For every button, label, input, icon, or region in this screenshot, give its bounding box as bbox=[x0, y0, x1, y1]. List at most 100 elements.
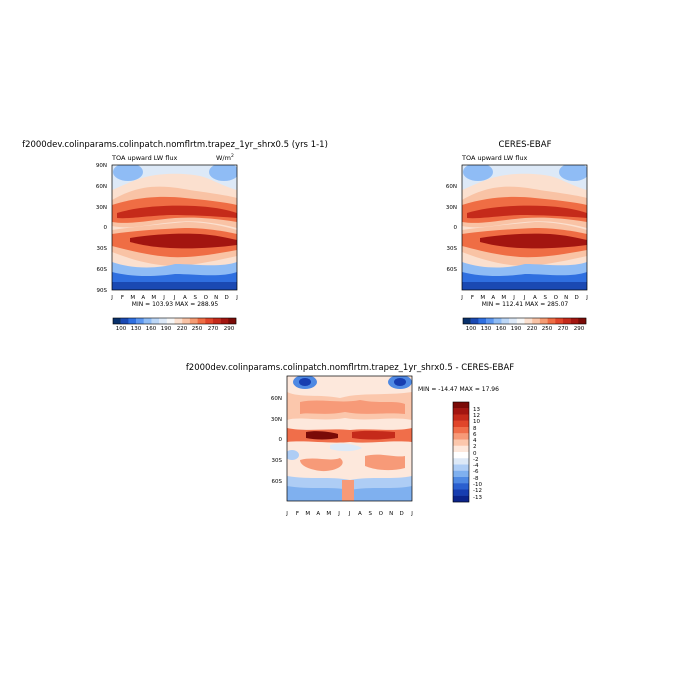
x-tick-label: A bbox=[183, 295, 187, 301]
colorbar-label: 0 bbox=[473, 451, 477, 457]
colorbar-label: -10 bbox=[473, 482, 482, 488]
x-tick-label: J bbox=[410, 511, 413, 517]
x-tick-label: O bbox=[379, 511, 384, 517]
colorbar-swatch bbox=[212, 318, 221, 324]
x-tick-label: F bbox=[121, 295, 124, 301]
colorbar-swatch bbox=[159, 318, 168, 324]
colorbar-swatch bbox=[174, 318, 183, 324]
colorbar-frame bbox=[452, 401, 470, 503]
colorbar-swatch bbox=[136, 318, 144, 324]
y-tick-label: 0 bbox=[279, 437, 283, 443]
x-tick-label: M bbox=[326, 511, 331, 517]
colorbar-swatch bbox=[493, 318, 502, 324]
colorbar-label: 13 bbox=[473, 407, 480, 413]
x-tick-label: A bbox=[358, 511, 362, 517]
colorbar-swatch bbox=[453, 458, 469, 465]
panel-diff-title: f2000dev.colinparams.colinpatch.nomflrtm… bbox=[186, 363, 514, 373]
diff-patch bbox=[300, 458, 343, 472]
colorbar-swatch bbox=[453, 427, 469, 434]
colorbar-swatch bbox=[478, 318, 487, 324]
diff-patch bbox=[287, 450, 299, 460]
y-tick-label: 60S bbox=[447, 267, 458, 273]
model-arctic-lobe-left bbox=[113, 165, 143, 181]
colorbar-frame bbox=[112, 317, 237, 325]
x-tick-label: J bbox=[348, 511, 351, 517]
colorbar-label: 250 bbox=[542, 326, 553, 332]
colorbar-swatch bbox=[453, 420, 469, 428]
panel-obs-frame bbox=[461, 164, 588, 291]
colorbar-swatch bbox=[453, 414, 469, 421]
colorbar-swatch bbox=[486, 318, 494, 324]
panel-diff-colorbar-labels: 13 12 10 8 6 4 2 0 -2 -4 -6 -8 -10 -12 -… bbox=[473, 407, 482, 501]
colorbar-swatch bbox=[453, 439, 469, 446]
diff-patch bbox=[352, 430, 395, 440]
panel-obs-stats: MIN = 112.41 MAX = 285.07 bbox=[482, 301, 569, 308]
x-tick-label: O bbox=[204, 295, 209, 301]
colorbar-swatch bbox=[128, 318, 137, 324]
y-tick-label: 60N bbox=[271, 396, 282, 402]
colorbar-label: 6 bbox=[473, 432, 477, 438]
colorbar-swatch bbox=[570, 318, 579, 324]
x-tick-label: N bbox=[214, 295, 218, 301]
panel-model-colorbar bbox=[112, 317, 237, 325]
panel-model-stats: MIN = 103.93 MAX = 288.95 bbox=[132, 301, 219, 308]
y-tick-label: 30N bbox=[96, 205, 107, 211]
panel-diff-frame bbox=[286, 375, 413, 502]
diff-patch bbox=[365, 454, 405, 471]
colorbar-swatch bbox=[220, 318, 229, 324]
colorbar-swatch bbox=[539, 318, 548, 324]
colorbar-label: 270 bbox=[558, 326, 569, 332]
y-tick-label: 60N bbox=[96, 184, 107, 190]
obs-arctic-lobe-right bbox=[559, 165, 587, 181]
x-tick-label: S bbox=[369, 511, 373, 517]
panel-obs-xticks: J F M A M J J A S O N D J bbox=[460, 295, 588, 301]
colorbar-swatch bbox=[453, 483, 469, 490]
colorbar-swatch bbox=[120, 318, 129, 324]
panel-diff: f2000dev.colinparams.colinpatch.nomflrtm… bbox=[186, 363, 514, 517]
x-tick-label: J bbox=[235, 295, 238, 301]
colorbar-swatch bbox=[470, 318, 479, 324]
y-tick-label: 60S bbox=[97, 267, 108, 273]
x-tick-label: J bbox=[110, 295, 113, 301]
panel-model-units: W/m2 bbox=[216, 153, 234, 162]
y-tick-label: 30S bbox=[97, 246, 108, 252]
obs-arctic bbox=[462, 165, 587, 190]
panel-model-frame bbox=[111, 164, 238, 291]
y-tick-label: 90S bbox=[97, 288, 108, 294]
panel-diff-stats: MIN = -14.47 MAX = 17.96 bbox=[418, 386, 499, 393]
x-tick-label: A bbox=[316, 511, 320, 517]
colorbar-swatch bbox=[205, 318, 214, 324]
panel-obs: CERES-EBAF TOA upward LW flux 60N 30N 0 … bbox=[446, 140, 588, 332]
colorbar-swatch bbox=[189, 318, 198, 324]
diff-patch bbox=[394, 378, 406, 386]
colorbar-swatch bbox=[463, 318, 471, 324]
x-tick-label: J bbox=[460, 295, 463, 301]
colorbar-swatch bbox=[453, 477, 469, 484]
diff-patch bbox=[300, 400, 405, 414]
panel-obs-yticks: 60N 30N 0 30S 60S bbox=[446, 184, 458, 273]
x-tick-label: J bbox=[337, 511, 340, 517]
colorbar-label: -6 bbox=[473, 469, 479, 475]
colorbar-swatch bbox=[532, 318, 541, 324]
model-arctic bbox=[112, 165, 237, 190]
panel-model-title: f2000dev.colinparams.colinpatch.nomflrtm… bbox=[22, 140, 328, 150]
panel-obs-subtitle: TOA upward LW flux bbox=[461, 154, 528, 162]
y-tick-label: 30N bbox=[446, 205, 457, 211]
colorbar-label: 220 bbox=[177, 326, 188, 332]
colorbar-swatch bbox=[453, 470, 469, 478]
colorbar-swatch bbox=[453, 408, 469, 415]
colorbar-frame bbox=[462, 317, 587, 325]
colorbar-label: 190 bbox=[161, 326, 172, 332]
obs-core-nh bbox=[467, 205, 587, 219]
colorbar-label: 290 bbox=[224, 326, 235, 332]
x-tick-label: J bbox=[585, 295, 588, 301]
colorbar-label: 250 bbox=[192, 326, 203, 332]
colorbar-label: 160 bbox=[146, 326, 157, 332]
x-tick-label: J bbox=[162, 295, 165, 301]
colorbar-label: 100 bbox=[116, 326, 127, 332]
panel-diff-colorbar bbox=[452, 401, 470, 503]
colorbar-label: 290 bbox=[574, 326, 585, 332]
x-tick-label: F bbox=[296, 511, 299, 517]
colorbar-swatch bbox=[113, 318, 121, 324]
model-antarctic-floor bbox=[112, 282, 237, 290]
